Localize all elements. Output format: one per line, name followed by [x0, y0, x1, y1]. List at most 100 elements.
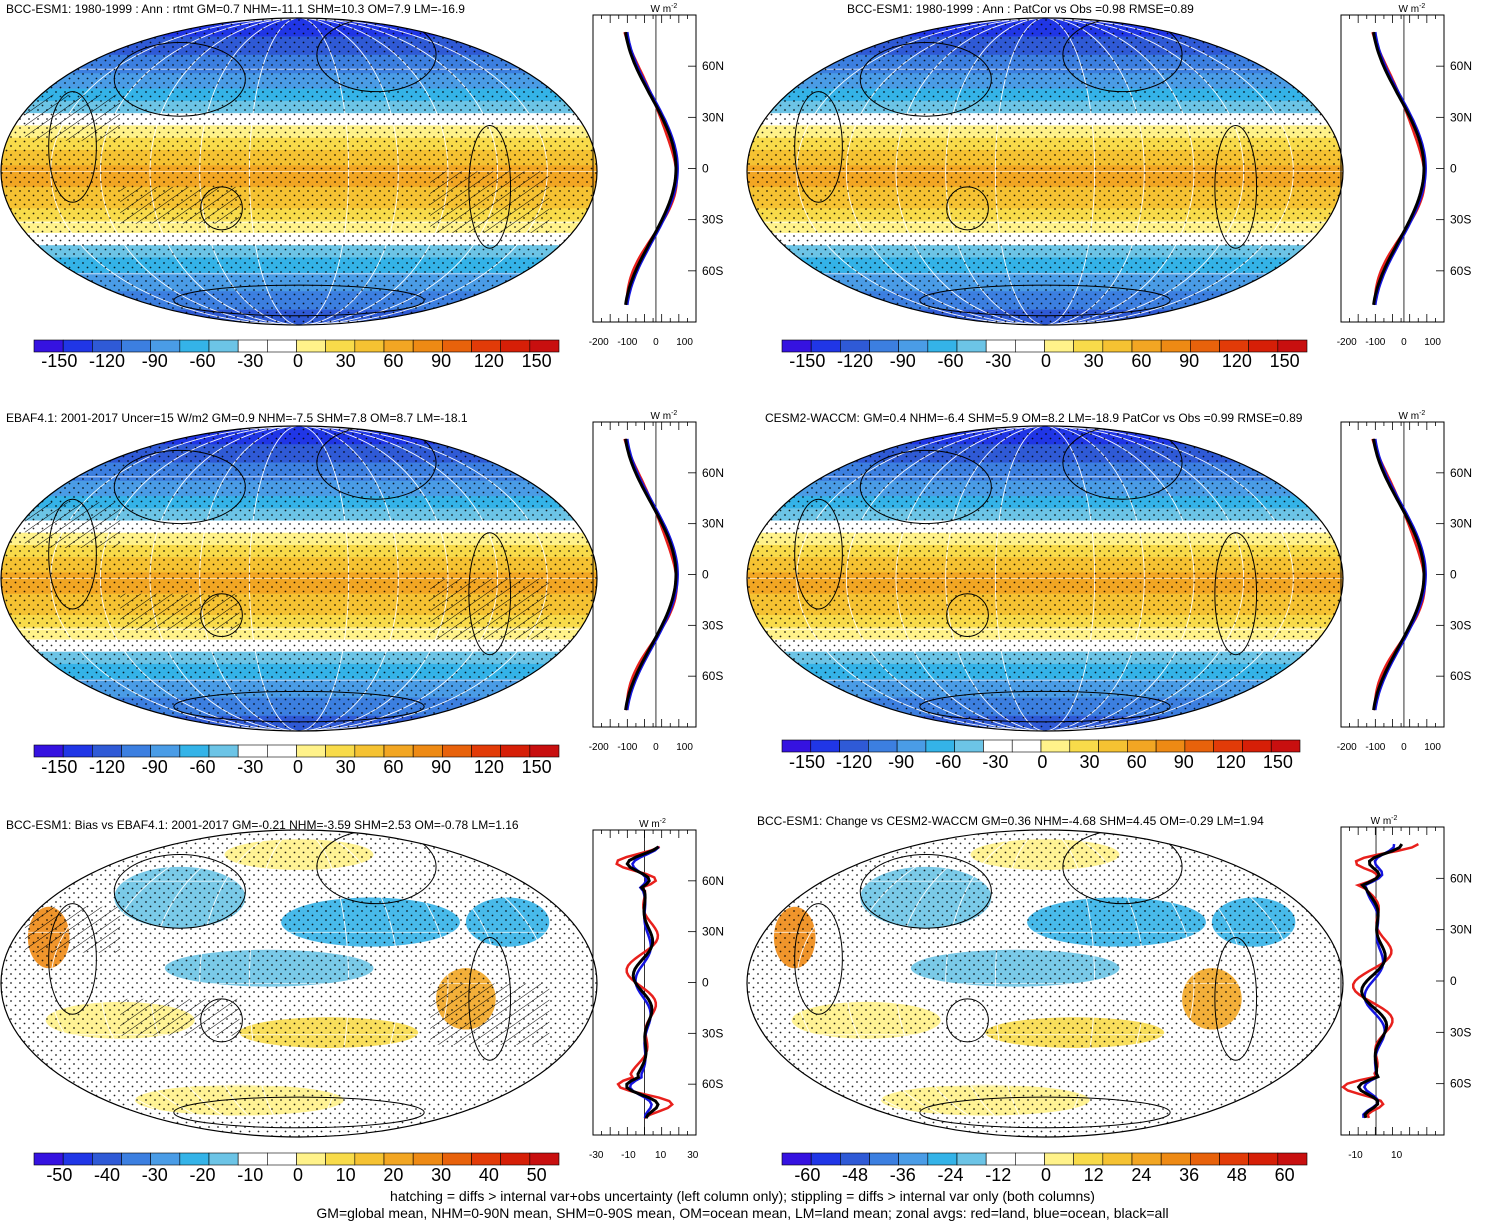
colorbar-tick-label: 60: [383, 351, 403, 371]
profile-lat-label: 60S: [702, 669, 723, 683]
colorbar-tick-label: -120: [89, 757, 125, 777]
colorbar-tick-label: 10: [336, 1165, 356, 1185]
profile-curve-land: [1371, 31, 1426, 305]
profile-curve-ocean: [626, 438, 679, 711]
colorbar-box: [1242, 739, 1272, 753]
map-border: [746, 425, 1344, 732]
profile-curve-land: [1341, 842, 1419, 1119]
coastline: [48, 91, 97, 203]
colorbar-box: [267, 1152, 297, 1166]
colorbar-box: [237, 1152, 268, 1166]
colorbar-tick-label: -120: [89, 351, 125, 371]
colorbar-tick-label: 0: [293, 757, 303, 777]
colorbar-box: [62, 1152, 93, 1166]
coastline: [200, 593, 243, 637]
colorbar-tick-label: 36: [1179, 1165, 1199, 1185]
profile-lat-label: 30S: [1450, 1025, 1471, 1039]
colorbar-box: [1190, 1152, 1220, 1166]
coastline: [794, 903, 843, 1015]
colorbar-box: [325, 744, 356, 758]
profile-x-tick-label: 0: [653, 742, 659, 753]
coastline: [468, 936, 512, 1061]
colorbar-tick-label: 90: [1174, 752, 1194, 772]
colorbar-box: [179, 1152, 210, 1166]
coastline: [173, 1096, 425, 1129]
colorbar-tick-label: -40: [94, 1165, 120, 1185]
colorbar-tick-label: -20: [189, 1165, 215, 1185]
colorbar-box: [1160, 1152, 1191, 1166]
profile-lat-label: 30S: [1450, 213, 1471, 227]
colorbar-tick-label: 30: [336, 351, 356, 371]
profile-x-tick-label: -200: [589, 337, 609, 348]
profile-frame: [592, 421, 697, 728]
profile-x-tick-label: 30: [687, 1150, 699, 1161]
panel-title-3: EBAF4.1: 2001-2017 Uncer=15 W/m2 GM=0.9 …: [6, 411, 468, 425]
profile-frame: [1340, 14, 1445, 323]
hatching-region: [24, 94, 121, 141]
profile-lat-label: 60N: [702, 466, 724, 480]
profile-lat-label: 60N: [1450, 466, 1472, 480]
panel-title-1: BCC-ESM1: 1980-1999 : Ann : rtmt GM=0.7 …: [6, 2, 465, 16]
colorbar-box: [92, 744, 122, 758]
hatching-region: [430, 983, 550, 1045]
colorbar-tick-label: 30: [1080, 752, 1100, 772]
colorbar-tick-label: 30: [1084, 351, 1104, 371]
colorbar-box: [1069, 739, 1099, 753]
coastline: [1062, 18, 1183, 93]
colorbar-box: [1277, 339, 1308, 353]
zonal-profile-4: 60N 30N 0 30S 60S -200 -100 0 100 W m-2: [1337, 410, 1472, 753]
coastline: [48, 903, 97, 1015]
profile-x-tick-label: -10: [621, 1150, 636, 1161]
panel-title-4: CESM2-WACCM: GM=0.4 NHM=-6.4 SHM=5.9 OM=…: [765, 411, 1303, 425]
coastline: [946, 186, 989, 231]
profile-x-tick-label: 10: [1391, 1150, 1403, 1161]
colorbar-box: [839, 739, 869, 753]
colorbar-tick-label: 60: [383, 757, 403, 777]
colorbar-box: [927, 1152, 958, 1166]
colorbar-tick-label: 48: [1227, 1165, 1247, 1185]
profile-lat-label: 60S: [1450, 669, 1471, 683]
profile-lat-label: 60N: [702, 874, 724, 888]
colorbar-box: [442, 744, 472, 758]
colorbar-tick-label: 150: [522, 757, 552, 777]
profile-curve-land: [1371, 438, 1426, 711]
profile-units-exponent: -2: [1391, 815, 1397, 822]
colorbar-tick-label: -150: [41, 757, 77, 777]
colorbar-tick-label: -90: [142, 757, 168, 777]
colorbar-box: [1184, 739, 1214, 753]
profile-lat-label: 0: [702, 162, 709, 176]
colorbar-tick-label: -24: [937, 1165, 963, 1185]
profile-x-tick-label: -100: [1365, 337, 1385, 348]
zonal-profile-1: 60N 30N 0 30S 60S -200 -100 0 100 W m-2: [589, 3, 724, 348]
colorbar-box: [412, 1152, 443, 1166]
profile-units: W m-2: [1399, 3, 1426, 15]
profile-lat-label: 30S: [702, 213, 723, 227]
profile-x-tick-label: -30: [589, 1150, 604, 1161]
profile-lat-label: 0: [1450, 162, 1457, 176]
coastline: [859, 42, 992, 117]
colorbar-box: [956, 1152, 987, 1166]
colorbar-tick-label: -48: [842, 1165, 868, 1185]
profile-units: W m-2: [1371, 815, 1398, 827]
profile-x-tick-label: -100: [617, 337, 637, 348]
colorbar-box: [383, 744, 414, 758]
profile-lat-label: 30S: [702, 618, 723, 632]
colorbar-box: [840, 1152, 870, 1166]
profile-units: W m-2: [651, 3, 678, 15]
coastline: [919, 690, 1171, 723]
zonal-profile-3: 60N 30N 0 30S 60S -200 -100 0 100 W m-2: [589, 410, 724, 753]
stippling: [747, 830, 1343, 1137]
colorbar-box: [442, 1152, 472, 1166]
colorbar-box: [62, 744, 93, 758]
colorbar-tick-label: -50: [46, 1165, 72, 1185]
colorbar-box: [150, 1152, 181, 1166]
colorbar-box: [781, 1152, 812, 1166]
coastline: [919, 284, 1171, 317]
colorbar-box: [1248, 1152, 1279, 1166]
colorbar-6: -60 -48 -36 -24 -12 0 12 24 36 48 60: [781, 1152, 1308, 1185]
map-border: [746, 829, 1344, 1138]
colorbar-box: [33, 1152, 64, 1166]
map-panel-2: [746, 17, 1344, 326]
colorbar-tick-label: 24: [1131, 1165, 1151, 1185]
colorbar-box: [869, 1152, 899, 1166]
